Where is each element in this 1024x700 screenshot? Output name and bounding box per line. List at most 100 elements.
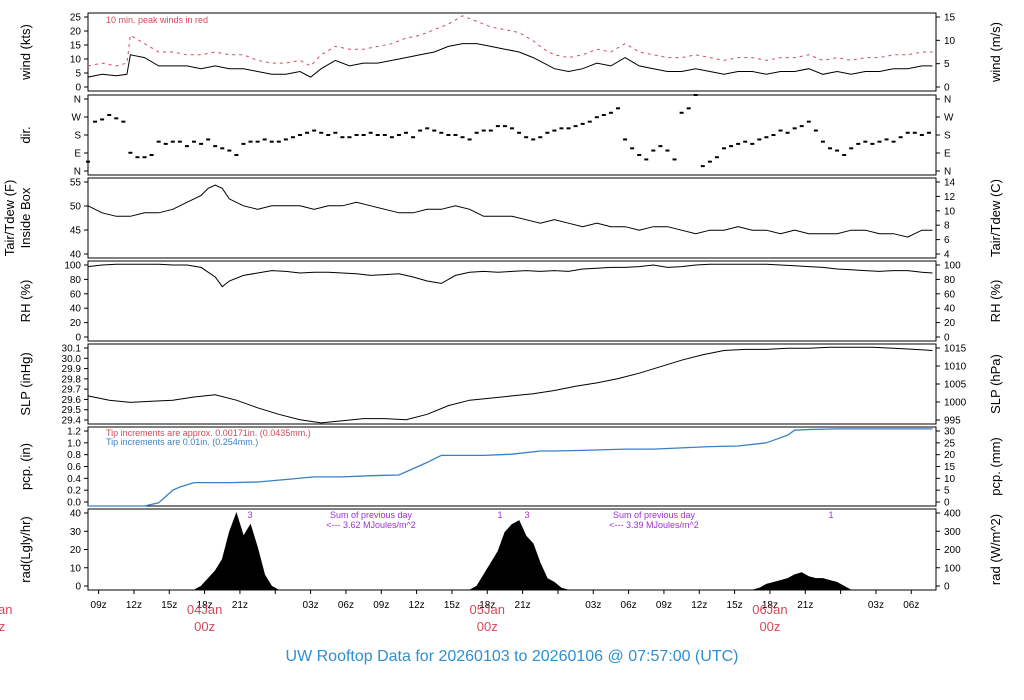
wind-peak-note: 10 min. peak winds in red: [106, 15, 208, 25]
rh-frame: [87, 260, 937, 342]
rad-sum-label-1: Sum of previous day: [330, 510, 413, 520]
dir-point: [884, 138, 889, 141]
rad-ytick-right-label: 300: [944, 527, 961, 538]
wind-ytick-right-label: 10: [944, 36, 956, 47]
dir-point: [785, 131, 790, 134]
x-tick-label: 18z: [479, 600, 495, 611]
rad-ytick-right-label: 0: [944, 582, 950, 593]
pcp-ytick-label: 0.2: [67, 486, 81, 497]
dir-point: [460, 136, 465, 139]
dir-point: [248, 140, 253, 143]
dir-point: [700, 165, 705, 168]
x-tick-label: 06z: [621, 600, 637, 611]
x-tick-label: 12z: [691, 600, 707, 611]
rad-sum-value-1: <--- 3.62 MJoules/m^2: [326, 520, 416, 530]
dir-point: [177, 140, 182, 143]
slp-ylabel-left: SLP (inHg): [18, 352, 33, 415]
dir-point: [842, 154, 847, 156]
wind-ytick-label: 0: [75, 83, 81, 94]
dir-ytick-label: S: [74, 131, 81, 142]
x-tick-label: 09z: [373, 600, 389, 611]
rh-ytick-label: 100: [64, 261, 81, 272]
dir-point: [326, 134, 331, 136]
dir-point: [199, 142, 204, 145]
dir-point: [220, 147, 225, 150]
dir-point: [566, 127, 571, 130]
pcp-ytick-right-label: 30: [944, 427, 956, 438]
dir-point: [382, 134, 387, 136]
pcp-ytick-right-label: 5: [944, 486, 950, 497]
date-label-cut: Jan: [0, 602, 12, 617]
temp-ytick-label: 45: [70, 226, 82, 237]
dir-point: [608, 111, 613, 114]
dir-point: [856, 142, 861, 145]
dir-point: [86, 160, 90, 163]
x-tick-label: 09z: [91, 600, 107, 611]
temp-frame: [87, 177, 937, 259]
x-tick-label: 15z: [444, 600, 460, 611]
pcp-ytick-right-label: 10: [944, 474, 956, 485]
dir-point: [919, 134, 924, 136]
wind-ytick-label: 25: [70, 13, 82, 24]
dir-point: [665, 149, 670, 152]
pcp-ytick-label: 0.8: [67, 450, 81, 461]
rh-ytick-right-label: 100: [944, 261, 961, 272]
pcp-ytick-label: 0.4: [67, 474, 81, 485]
dir-point: [637, 154, 642, 156]
dir-point: [658, 145, 663, 148]
rad-ylabel-left: rad(Lgly/hr): [18, 516, 33, 582]
wind-ytick-right-label: 5: [944, 59, 950, 70]
temp-ytick-label: 50: [70, 202, 82, 213]
dir-point: [142, 156, 147, 159]
dir-point: [262, 138, 267, 141]
wind-frame: [87, 12, 937, 92]
dir-point: [213, 145, 218, 148]
dir-point: [114, 117, 119, 120]
slp-ytick-right-label: 1010: [944, 362, 967, 373]
dir-point: [107, 114, 112, 116]
dir-point: [312, 129, 317, 132]
pcp-ytick-right-label: 15: [944, 462, 956, 473]
temp-ytick-right-label: 14: [944, 178, 956, 189]
rad-ytick-right-label: 400: [944, 509, 961, 520]
dir-point: [375, 134, 380, 136]
rad-ytick-label: 0: [75, 582, 81, 593]
dir-point: [722, 147, 726, 150]
dir-point: [149, 154, 154, 156]
dir-point: [743, 140, 748, 143]
rh-ytick-right-label: 40: [944, 304, 956, 315]
dir-point: [135, 156, 140, 159]
dir-point: [389, 136, 394, 139]
slp-ytick-label: 30.0: [62, 354, 82, 365]
slp-frame: [87, 343, 937, 425]
temp-series-1: [87, 184, 933, 238]
pcp-ytick-right-label: 20: [944, 450, 956, 461]
dir-ytick-label: N: [74, 95, 81, 106]
dir-point: [184, 145, 189, 148]
wind-ytick-label: 15: [70, 41, 82, 52]
dir-point: [467, 138, 472, 141]
dir-point: [411, 136, 416, 139]
rh-ytick-label: 0: [75, 333, 81, 344]
dir-point: [495, 125, 500, 128]
slp-ytick-label: 29.9: [62, 364, 82, 375]
x-tick-label: 15z: [161, 600, 177, 611]
dir-point: [877, 140, 882, 143]
slp-ytick-label: 29.6: [62, 395, 82, 406]
rh-ytick-label: 20: [70, 318, 82, 329]
slp-ytick-right-label: 1015: [944, 344, 967, 355]
temp-ytick-right-label: 12: [944, 192, 956, 203]
dir-point: [481, 129, 486, 132]
dir-point: [361, 134, 366, 136]
dir-point: [170, 140, 175, 143]
dir-point: [453, 134, 458, 136]
dir-point: [545, 131, 550, 134]
pcp-ytick-right-label: 25: [944, 438, 956, 449]
wind-ytick-right-label: 0: [944, 83, 950, 94]
dir-point: [347, 136, 352, 139]
dir-point: [863, 140, 868, 143]
wind-ytick-label: 5: [75, 69, 81, 80]
dir-point: [926, 131, 931, 134]
dir-point: [255, 140, 260, 143]
rh-ylabel-right: RH (%): [988, 280, 1003, 323]
